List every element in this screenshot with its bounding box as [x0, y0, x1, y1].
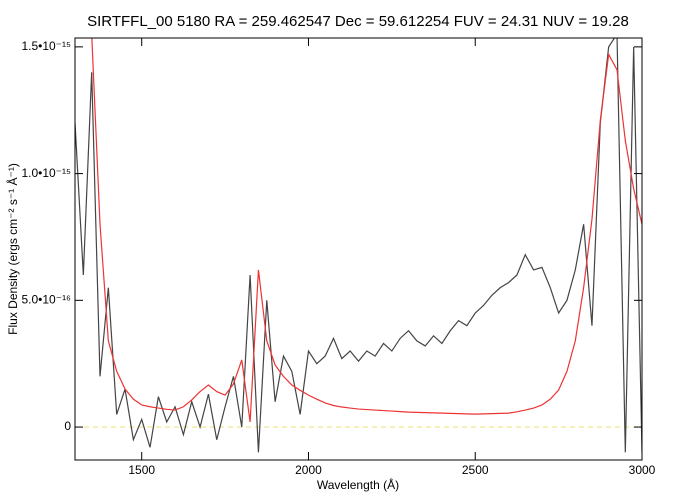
- y-tick-label: 1.5•10⁻¹⁵: [21, 39, 71, 53]
- axes-frame: [74, 37, 643, 461]
- y-axis-label: Flux Density (ergs cm⁻² s⁻¹ Å⁻¹): [5, 163, 20, 335]
- spectrum-line: [75, 38, 642, 453]
- chart-title: SIRTFFL_00 5180 RA = 259.462547 Dec = 59…: [87, 13, 629, 30]
- x-tick-label: 1500: [128, 463, 155, 477]
- x-tick-label: 2000: [295, 463, 322, 477]
- x-tick-label: 3000: [629, 463, 656, 477]
- y-tick-label: 1.0•10⁻¹⁵: [21, 166, 71, 180]
- x-tick-label: 2500: [462, 463, 489, 477]
- y-tick-label: 0: [64, 419, 71, 433]
- plot-area: [75, 38, 642, 453]
- x-axis-label: Wavelength (Å): [317, 477, 399, 492]
- y-tick-label: 5.0•10⁻¹⁶: [22, 292, 72, 306]
- spectrum-line: [91, 38, 642, 423]
